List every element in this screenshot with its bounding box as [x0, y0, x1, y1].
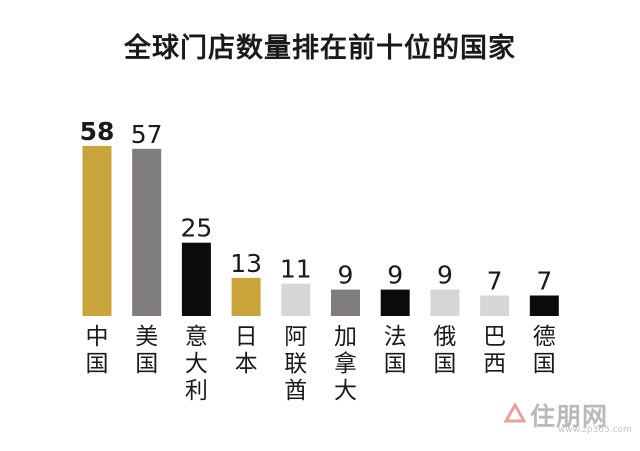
value-label-4: 11 [280, 255, 312, 284]
category-label-1: 美国 [135, 324, 158, 377]
bar-0 [82, 145, 112, 316]
watermark-url: www.zp365.com [558, 425, 632, 435]
category-label-8: 巴西 [483, 324, 506, 377]
value-label-9: 7 [536, 267, 552, 296]
bar-9 [529, 295, 559, 316]
value-label-1: 57 [131, 120, 163, 149]
category-label-6: 法国 [384, 324, 407, 377]
watermark-logo-icon [503, 401, 527, 423]
bar-8 [480, 295, 510, 316]
value-label-5: 9 [338, 261, 354, 290]
value-label-3: 13 [230, 249, 262, 278]
category-label-3: 日本 [235, 324, 258, 377]
bar-3 [231, 277, 261, 316]
chart-title: 全球门店数量排在前十位的国家 [124, 33, 516, 64]
bar-1 [132, 148, 162, 316]
bar-5 [331, 289, 360, 316]
bar-2 [181, 242, 211, 316]
watermark: 住朋网 www.zp365.com [502, 399, 632, 435]
category-label-0: 中国 [86, 324, 109, 377]
category-label-7: 俄国 [433, 324, 456, 377]
value-label-6: 9 [387, 261, 403, 290]
value-label-8: 7 [487, 267, 503, 296]
category-label-9: 德国 [533, 324, 556, 377]
bar-6 [380, 289, 410, 316]
value-label-2: 25 [180, 214, 212, 243]
bar-7 [430, 289, 460, 316]
value-label-7: 9 [437, 261, 453, 290]
value-label-0: 58 [80, 117, 115, 146]
category-label-2: 意大利 [185, 324, 208, 404]
watermark-logo-text: 住朋网 [530, 402, 609, 431]
bar-4 [281, 283, 311, 316]
category-label-4: 阿联酋 [284, 324, 307, 404]
category-label-5: 加拿大 [334, 324, 357, 404]
